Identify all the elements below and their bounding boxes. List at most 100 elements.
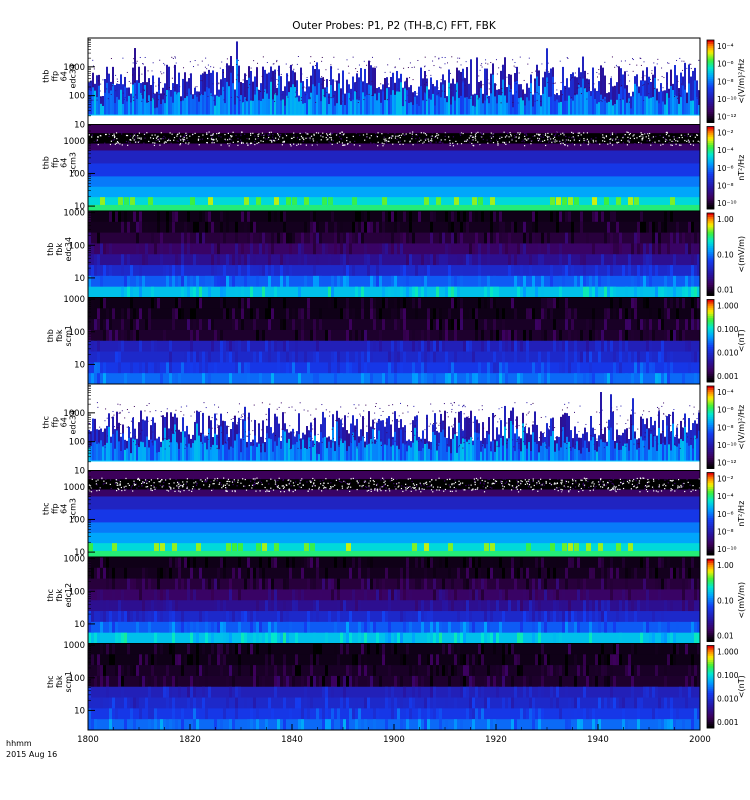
ytick-label: 10 <box>74 467 85 477</box>
time-axis: 1800 1820 1840 1900 1920 1940 2000 <box>77 724 711 745</box>
panel-label: fbk <box>55 675 64 688</box>
colorbar: 1.00 0.10 0.01 <(mV/m) <box>706 212 746 296</box>
panel-label: edc34 <box>69 64 78 89</box>
ytick-label: 100 <box>69 587 85 597</box>
panel-label: scm1 <box>64 325 73 346</box>
ytick-label: 1000 <box>63 641 85 651</box>
panel-label: scm3 <box>69 152 78 173</box>
colorbar-label: <(mV/m) <box>737 582 746 619</box>
colorbar-tick: 10⁻² <box>717 129 734 138</box>
colorbar-tick: 0.100 <box>717 325 739 334</box>
ytick-label: 10 <box>74 706 85 716</box>
colorbar: 10⁻⁴ 10⁻⁶ 10⁻⁸ 10⁻¹⁰ 10⁻¹²<(V/m)²/Hz <box>706 39 746 123</box>
colorbar-tick: 10⁻⁶ <box>717 510 734 519</box>
colorbar: 1.00 0.10 0.01 <(mV/m) <box>706 558 746 642</box>
xtick-label: 1940 <box>587 735 609 745</box>
panel-thb-fbk-scm1: 1000 100 10 thb fbk scm1 1.000 0.100 0.010 0.001 <… <box>46 295 746 385</box>
panel-label: thb <box>46 329 55 342</box>
ytick-label: 1000 <box>63 295 85 305</box>
colorbar-tick: 10⁻² <box>717 475 734 484</box>
panel-label: edc12 <box>64 583 73 608</box>
ytick-label: 100 <box>69 169 85 179</box>
panel-label: thb <box>42 70 51 83</box>
colorbar-tick: 10⁻⁸ <box>717 181 734 190</box>
colorbar-label: <(mV/m) <box>737 236 746 273</box>
xtick-label: 1840 <box>281 735 303 745</box>
colorbar: 1.000 0.100 0.010 0.001 <(nT) <box>706 645 746 729</box>
panel-label: ffp <box>51 71 60 82</box>
colorbar-tick: 0.01 <box>717 286 734 295</box>
colorbar-tick: 10⁻⁴ <box>717 42 734 51</box>
colorbar-tick: 1.000 <box>717 302 739 311</box>
xtick-label: 2000 <box>689 735 711 745</box>
panel-label: ffp <box>51 503 60 514</box>
panel-label: 64 <box>60 71 69 81</box>
ytick-label: 10 <box>74 202 85 212</box>
panel-label: ffp <box>51 417 60 428</box>
ytick-label: 100 <box>69 241 85 251</box>
colorbar-tick: 0.010 <box>717 349 739 358</box>
colorbar-label: <(nT) <box>737 675 746 698</box>
panel-label: scm3 <box>69 498 78 519</box>
panel-label: edc34 <box>69 410 78 435</box>
colorbar-tick: 10⁻⁶ <box>717 164 734 173</box>
ytick-label: 1000 <box>63 137 85 147</box>
ytick-label: 100 <box>69 438 85 448</box>
colorbar-tick: 10⁻¹⁰ <box>717 95 737 104</box>
colorbar: 10⁻² 10⁻⁴ 10⁻⁶ 10⁻⁸ 10⁻¹⁰ nT²/Hz <box>706 126 746 210</box>
colorbar-tick: 0.010 <box>717 695 739 704</box>
panel-label: fbk <box>55 329 64 342</box>
ytick-label: 10 <box>74 620 85 630</box>
panel-label: 64 <box>60 158 69 168</box>
ytick-label: 100 <box>69 515 85 525</box>
colorbar-tick: 1.00 <box>717 215 734 224</box>
ytick-label: 100 <box>69 328 85 338</box>
colorbar-tick: 10⁻⁴ <box>717 388 734 397</box>
ytick-label: 10 <box>74 548 85 558</box>
ytick-label: 1000 <box>63 63 85 73</box>
colorbar-tick: 10⁻⁶ <box>717 60 734 69</box>
colorbar-tick: 0.100 <box>717 671 739 680</box>
colorbar-tick: 10⁻⁴ <box>717 146 734 155</box>
colorbar: 10⁻⁴ 10⁻⁶ 10⁻⁸ 10⁻¹⁰ 10⁻¹²<(V/m)²/Hz <box>706 385 746 469</box>
ytick-label: 1000 <box>63 555 85 565</box>
ytick-label: 10 <box>74 121 85 131</box>
colorbar-label: <(V/m)²/Hz <box>737 405 746 450</box>
ytick-label: 10 <box>74 274 85 284</box>
xtick-label: 1900 <box>383 735 405 745</box>
panel-label: thc <box>46 675 55 688</box>
panel-thc-fbk-edc12: 1000 100 10 thc fbk edc12 1.00 0.10 0.01 <(mV/m) <box>46 555 746 644</box>
date-label: 2015 Aug 16 <box>6 750 57 759</box>
colorbar-tick: 10⁻¹² <box>717 459 737 468</box>
panel-thb-fbk-edc34: 1000 100 10 thb fbk edc34 1.00 0.10 0.01 <(mV/m) <box>46 209 746 298</box>
panel-label: scm1 <box>64 671 73 692</box>
colorbar-tick: 10⁻¹⁰ <box>717 441 737 450</box>
panel-label: fbk <box>55 243 64 256</box>
figure-title: Outer Probes: P1, P2 (TH-B,C) FFT, FBK <box>292 20 497 32</box>
panel-label: fbk <box>55 589 64 602</box>
ytick-label: 100 <box>69 674 85 684</box>
panel-label: thc <box>42 416 51 429</box>
panel-label: 64 <box>60 417 69 427</box>
ytick-label: 1000 <box>63 209 85 219</box>
time-format-label: hhmm <box>6 739 32 748</box>
panel-label: thc <box>46 589 55 602</box>
colorbar-tick: 10⁻¹⁰ <box>717 199 737 208</box>
colorbar-tick: 10⁻⁴ <box>717 492 734 501</box>
colorbar: 10⁻² 10⁻⁴ 10⁻⁶ 10⁻⁸ 10⁻¹⁰ nT²/Hz <box>706 472 746 556</box>
xtick-label: 1920 <box>485 735 507 745</box>
colorbar-label: nT²/Hz <box>737 155 746 181</box>
colorbar-tick: 10⁻⁸ <box>717 77 734 86</box>
colorbar-label: nT²/Hz <box>737 501 746 527</box>
panel-label: ffp <box>51 157 60 168</box>
panel-thc-fbk-scm1: 1000 100 10 thc fbk scm1 1.000 0.100 0.010 0.001 <… <box>46 641 746 731</box>
colorbar-tick: 10⁻⁶ <box>717 406 734 415</box>
colorbar-label: <(V/m)²/Hz <box>737 59 746 104</box>
xtick-label: 1820 <box>179 735 201 745</box>
colorbar-tick: 10⁻⁸ <box>717 423 734 432</box>
